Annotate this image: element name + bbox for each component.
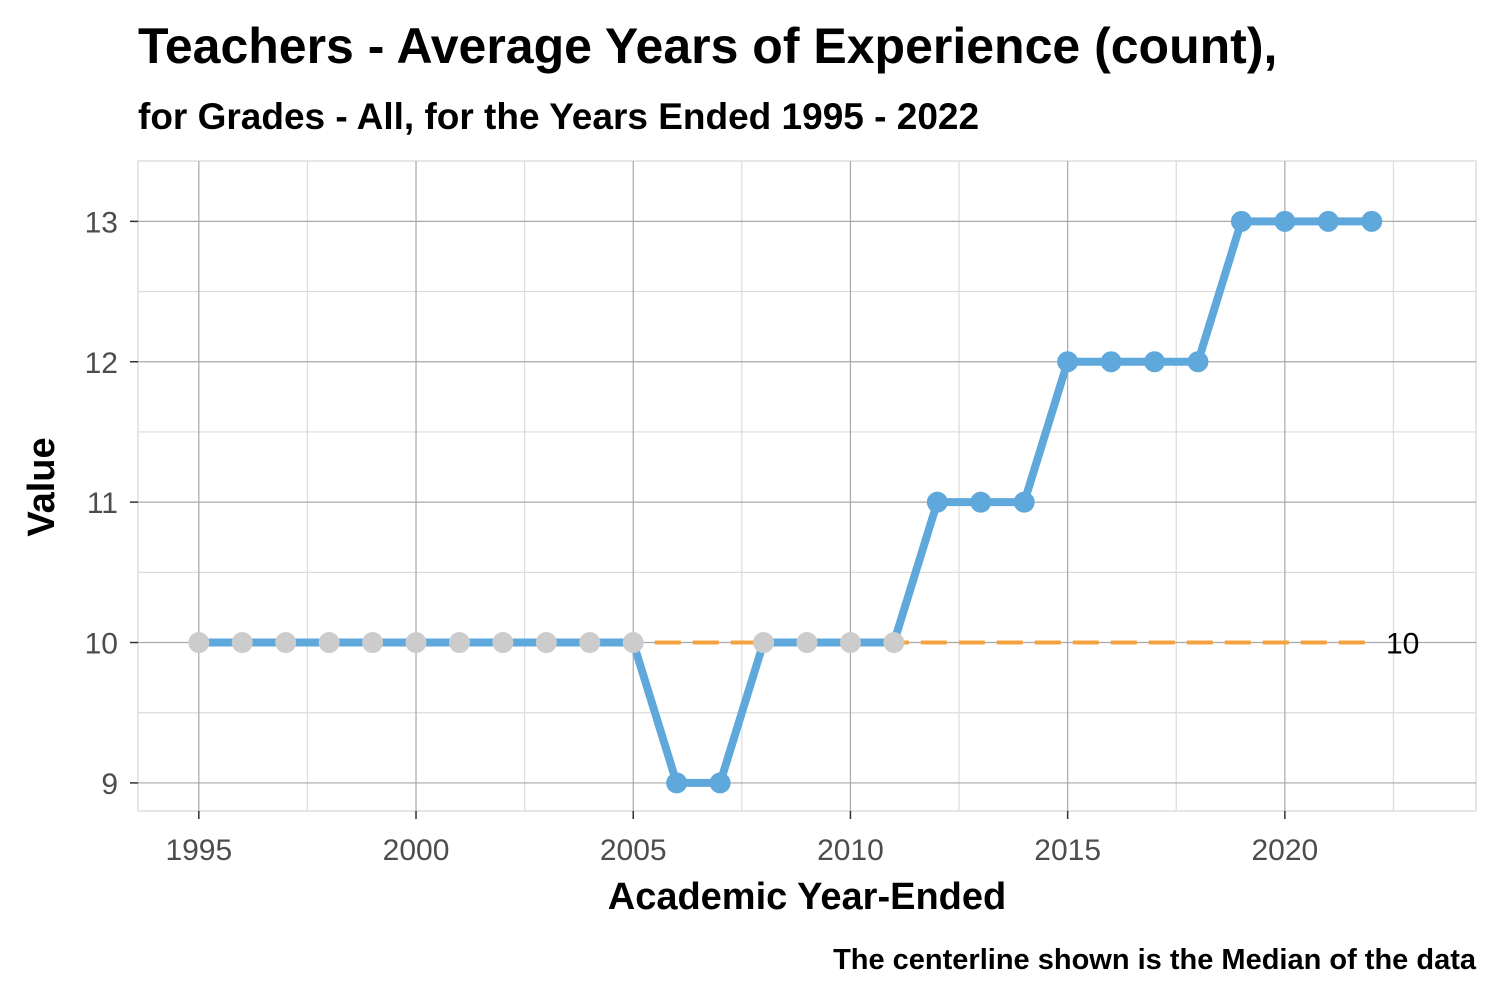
x-tick-label: 2015 — [1034, 834, 1101, 867]
points-layer — [188, 210, 1383, 794]
data-point — [1361, 210, 1383, 232]
data-point — [579, 632, 601, 654]
data-point — [796, 632, 818, 654]
data-point — [318, 632, 340, 654]
y-axis: 9 10 11 12 13 — [85, 206, 138, 801]
data-point — [709, 772, 731, 794]
data-point — [1274, 210, 1296, 232]
y-tick-label: 12 — [85, 347, 118, 380]
y-axis-title: Value — [21, 437, 63, 536]
y-tick-label: 10 — [85, 628, 118, 661]
data-point — [1013, 491, 1035, 513]
data-point — [622, 632, 644, 654]
chart-caption: The centerline shown is the Median of th… — [833, 944, 1477, 976]
y-tick-label: 11 — [87, 487, 118, 520]
data-point — [1100, 351, 1122, 373]
x-tick-label: 2000 — [383, 834, 450, 867]
data-point — [970, 491, 992, 513]
data-point — [448, 632, 470, 654]
panel-border — [137, 160, 1477, 812]
data-point — [405, 632, 427, 654]
series-layer — [194, 217, 1376, 787]
data-point — [492, 632, 514, 654]
chart-subtitle: for Grades - All, for the Years Ended 19… — [138, 96, 979, 137]
y-tick-label: 13 — [85, 206, 118, 239]
x-axis-title: Academic Year-Ended — [608, 876, 1006, 918]
data-point — [1057, 351, 1079, 373]
x-axis: 1995 2000 2005 2010 2015 2020 — [165, 811, 1318, 867]
data-point — [753, 632, 775, 654]
data-point — [1187, 351, 1209, 373]
centerline-label: 10 — [1386, 628, 1419, 661]
plot-panel — [137, 160, 1477, 812]
x-tick-label: 2010 — [817, 834, 884, 867]
y-tick-label: 9 — [101, 768, 118, 801]
data-point — [1144, 351, 1166, 373]
data-point — [926, 491, 948, 513]
data-point — [188, 632, 210, 654]
data-point — [535, 632, 557, 654]
chart-title: Teachers - Average Years of Experience (… — [138, 18, 1277, 74]
data-point — [275, 632, 297, 654]
data-point — [1230, 210, 1252, 232]
grid-minor — [138, 161, 1476, 811]
data-point — [1317, 210, 1339, 232]
data-point — [362, 632, 384, 654]
x-tick-label: 1995 — [165, 834, 232, 867]
data-point — [666, 772, 688, 794]
x-tick-label: 2005 — [600, 834, 667, 867]
series-line — [194, 217, 1376, 787]
data-point — [231, 632, 253, 654]
data-point — [883, 632, 905, 654]
x-tick-label: 2020 — [1251, 834, 1318, 867]
data-point — [839, 632, 861, 654]
